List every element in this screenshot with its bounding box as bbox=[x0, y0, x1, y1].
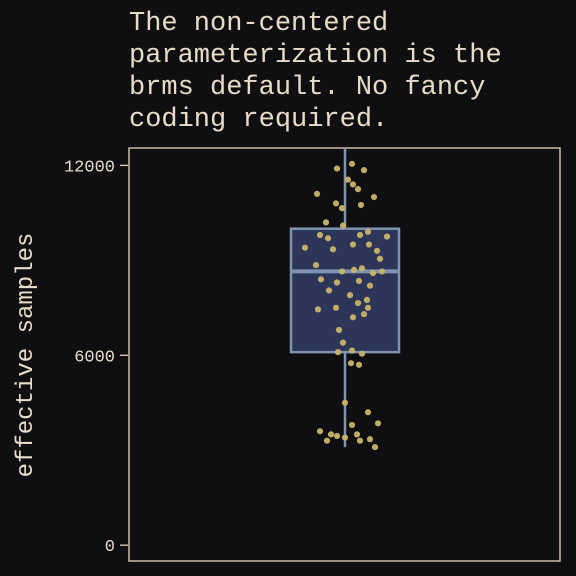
y-axis-tick-label: 12000 bbox=[64, 158, 115, 177]
data-point bbox=[341, 399, 349, 406]
y-axis-label: effective samples bbox=[13, 233, 40, 478]
data-point bbox=[349, 181, 357, 188]
chart-title-line: brms default. No fancy bbox=[129, 73, 486, 103]
data-point bbox=[339, 222, 347, 229]
data-point bbox=[355, 361, 363, 368]
data-point bbox=[383, 233, 391, 240]
data-point bbox=[333, 279, 341, 286]
data-point bbox=[354, 299, 362, 307]
data-point bbox=[364, 228, 372, 235]
data-point bbox=[348, 347, 356, 354]
y-axis-tick-label: 6000 bbox=[74, 348, 115, 367]
y-axis-tick-label: 0 bbox=[105, 538, 115, 557]
data-point bbox=[341, 434, 349, 441]
data-point bbox=[354, 186, 362, 193]
data-point bbox=[357, 201, 365, 209]
data-point bbox=[338, 205, 346, 212]
data-point bbox=[317, 276, 325, 283]
data-point bbox=[348, 160, 356, 167]
data-point bbox=[334, 349, 342, 356]
data-point bbox=[348, 421, 356, 429]
data-point bbox=[313, 190, 321, 197]
data-point bbox=[369, 269, 377, 277]
data-point bbox=[366, 282, 374, 289]
data-point bbox=[364, 409, 372, 416]
y-axis: 0 6000 12000 bbox=[64, 158, 128, 557]
data-point bbox=[365, 241, 373, 248]
chart-title-line: coding required. bbox=[129, 105, 389, 135]
data-point bbox=[364, 304, 372, 311]
data-point bbox=[316, 231, 324, 239]
data-point bbox=[376, 255, 384, 262]
data-point bbox=[332, 200, 340, 207]
data-point bbox=[339, 339, 347, 346]
chart-title-line: The non-centered bbox=[129, 9, 389, 39]
data-point bbox=[312, 261, 320, 269]
data-points bbox=[301, 160, 391, 451]
data-point bbox=[366, 436, 374, 443]
data-point bbox=[355, 277, 363, 285]
chart-title: The non-centered parameterization is the… bbox=[129, 8, 569, 136]
data-point bbox=[324, 235, 332, 242]
data-point bbox=[329, 246, 337, 253]
data-point bbox=[358, 265, 366, 272]
data-point bbox=[356, 231, 364, 239]
data-point bbox=[327, 431, 335, 438]
data-point bbox=[371, 443, 379, 451]
data-point bbox=[335, 326, 343, 334]
data-point bbox=[349, 241, 357, 248]
data-point bbox=[378, 268, 386, 275]
data-point bbox=[323, 437, 331, 444]
data-point bbox=[356, 437, 364, 444]
data-point bbox=[333, 432, 341, 440]
data-point bbox=[374, 420, 382, 427]
data-point bbox=[332, 304, 340, 311]
data-point bbox=[360, 167, 368, 174]
data-point bbox=[344, 176, 352, 183]
data-point bbox=[353, 431, 361, 438]
data-point bbox=[358, 350, 366, 357]
chart-title-line: parameterization is the bbox=[129, 41, 502, 71]
data-point bbox=[322, 219, 330, 226]
data-point bbox=[349, 314, 357, 321]
data-point bbox=[316, 428, 324, 435]
data-point bbox=[360, 311, 368, 318]
data-point bbox=[350, 266, 358, 273]
data-point bbox=[333, 165, 341, 172]
data-point bbox=[338, 268, 346, 275]
data-point bbox=[325, 287, 333, 294]
data-point bbox=[301, 244, 309, 251]
data-point bbox=[314, 306, 322, 313]
data-point bbox=[370, 193, 378, 201]
data-point bbox=[373, 247, 381, 254]
box-iqr bbox=[289, 227, 401, 354]
data-point bbox=[347, 360, 355, 367]
data-point bbox=[363, 296, 371, 304]
data-point bbox=[346, 292, 354, 299]
